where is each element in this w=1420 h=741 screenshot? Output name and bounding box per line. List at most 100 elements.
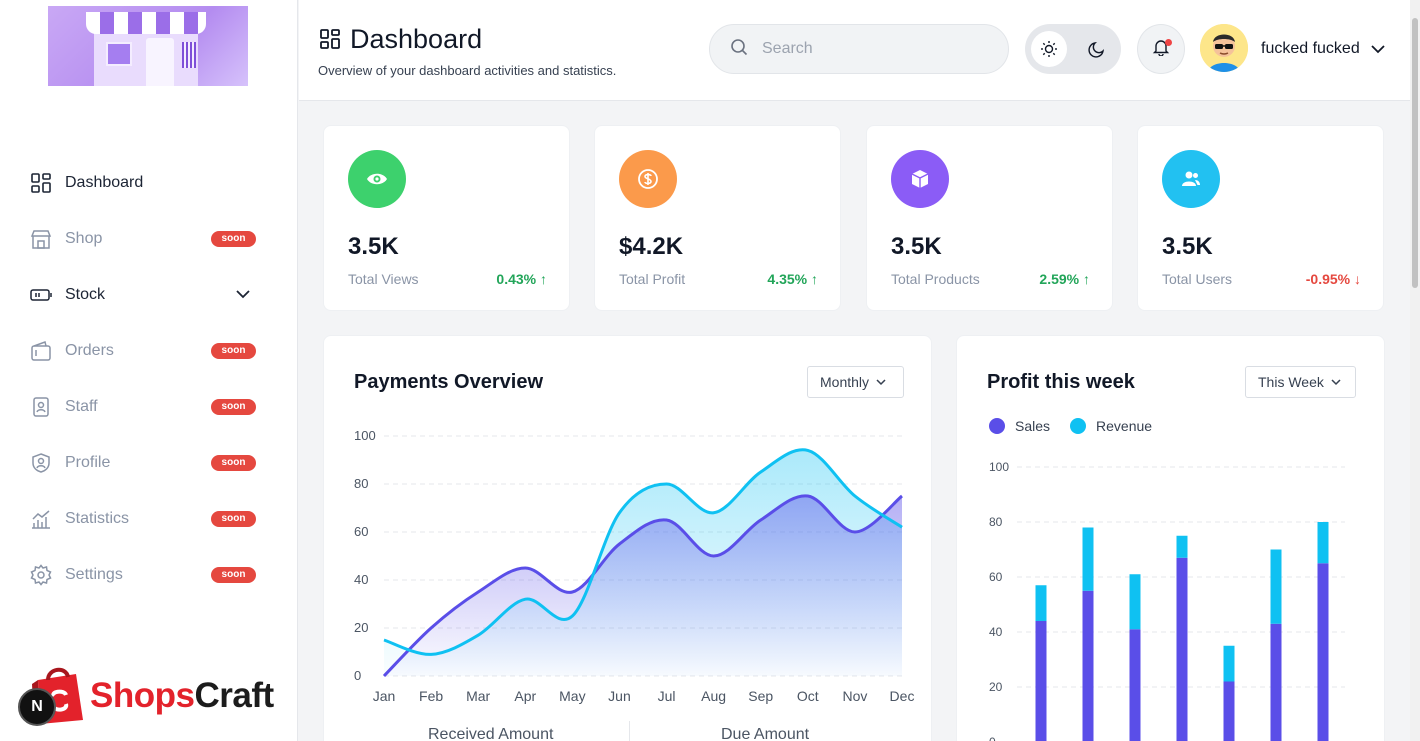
- x-tick-label: Feb: [419, 688, 443, 704]
- grid-icon: [319, 28, 341, 55]
- search-box[interactable]: [709, 24, 1009, 74]
- avatar[interactable]: [1200, 24, 1248, 72]
- x-tick-label: Apr: [514, 688, 536, 704]
- y-tick-label: 60: [354, 524, 368, 539]
- legend-revenue[interactable]: Revenue: [1070, 418, 1152, 434]
- stat-card-users: 3.5K Total Users -0.95% ↓: [1137, 125, 1384, 311]
- stat-card-profit: $4.2K Total Profit 4.35% ↑: [594, 125, 841, 311]
- brand-logo[interactable]: ShopsCraft: [28, 664, 278, 724]
- eye-icon: [348, 150, 406, 208]
- payments-area-chart: 0 20 40 60 80 100 Jan Feb Mar Apr May Jun Jul Aug Sep O…: [354, 428, 915, 704]
- y-tick-label: 80: [989, 515, 1003, 529]
- header: Dashboard Overview of your dashboard act…: [299, 0, 1410, 101]
- sidebar-item-label: Settings: [65, 566, 123, 583]
- x-tick-label: Sep: [748, 688, 773, 704]
- legend-sales[interactable]: Sales: [989, 418, 1050, 434]
- chevron-down-icon[interactable]: [1369, 40, 1387, 63]
- bar-segment: [1270, 549, 1282, 624]
- stat-value: 3.5K: [348, 233, 399, 260]
- sidebar-item-settings[interactable]: Settings soon: [0, 547, 298, 603]
- sidebar-item-dashboard[interactable]: Dashboard: [0, 155, 298, 211]
- bar-segment: [1129, 629, 1141, 741]
- scrollbar-thumb[interactable]: [1412, 18, 1418, 288]
- chevron-down-icon: [876, 379, 886, 386]
- arrow-down-icon: ↓: [1354, 271, 1361, 287]
- x-tick-label: Oct: [797, 688, 819, 704]
- bell-icon: [1152, 38, 1170, 61]
- bar-segment: [1129, 574, 1141, 630]
- theme-toggle[interactable]: [1025, 24, 1121, 74]
- stat-label: Total Profit: [619, 271, 686, 287]
- series-line: [382, 494, 903, 678]
- notification-dot: [1165, 39, 1172, 46]
- y-tick-label: 40: [989, 625, 1003, 639]
- moon-icon[interactable]: [1079, 31, 1115, 67]
- sidebar-item-shop[interactable]: Shop soon: [0, 211, 298, 267]
- dollar-icon: [619, 150, 677, 208]
- y-tick-label: 0: [989, 735, 996, 741]
- bar-segment: [1082, 590, 1094, 741]
- x-tick-label: Dec: [890, 688, 915, 704]
- page-subtitle: Overview of your dashboard activities an…: [318, 63, 617, 78]
- period-dropdown[interactable]: Monthly: [807, 366, 904, 398]
- stat-change: 4.35% ↑: [767, 271, 818, 287]
- period-dropdown[interactable]: This Week: [1245, 366, 1356, 398]
- x-tick-label: Nov: [842, 688, 867, 704]
- search-icon: [730, 38, 748, 61]
- soon-badge: soon: [211, 399, 256, 415]
- bar-segment: [1317, 522, 1329, 564]
- stat-value: 3.5K: [891, 233, 942, 260]
- wallet-icon: [30, 340, 52, 362]
- sidebar: Dashboard Shop soon Stock Orders: [0, 0, 298, 741]
- sun-icon[interactable]: [1031, 31, 1067, 67]
- stat-card-views: 3.5K Total Views 0.43% ↑: [323, 125, 570, 311]
- user-shield-icon: [30, 452, 52, 474]
- sidebar-item-label: Statistics: [65, 510, 130, 527]
- bar-segment: [1270, 623, 1282, 741]
- bar-segment: [1223, 645, 1235, 682]
- chevron-down-icon[interactable]: [234, 285, 252, 308]
- bar-segment: [1223, 681, 1235, 741]
- x-tick-label: Jun: [608, 688, 631, 704]
- notification-button[interactable]: [1137, 24, 1185, 74]
- series-line: [383, 448, 903, 656]
- sidebar-item-statistics[interactable]: Statistics soon: [0, 491, 298, 547]
- stat-change: -0.95% ↓: [1305, 271, 1361, 287]
- next-dev-indicator[interactable]: N: [18, 688, 56, 726]
- sidebar-item-profile[interactable]: Profile soon: [0, 435, 298, 491]
- search-input[interactable]: [762, 40, 982, 58]
- x-tick-label: Jan: [373, 688, 396, 704]
- store-icon: [30, 228, 52, 250]
- y-tick-label: 60: [989, 570, 1003, 584]
- sidebar-item-label: Staff: [65, 398, 98, 415]
- x-tick-label: Aug: [701, 688, 726, 704]
- box-icon: [891, 150, 949, 208]
- bar-segment: [1035, 621, 1047, 741]
- arrow-up-icon: ↑: [811, 271, 818, 287]
- sidebar-item-label: Shop: [65, 230, 103, 247]
- user-name[interactable]: fucked fucked: [1261, 40, 1360, 57]
- series-area: [384, 495, 902, 676]
- x-tick-label: Jul: [658, 688, 676, 704]
- bar-segment: [1176, 557, 1188, 741]
- stat-change: 2.59% ↑: [1039, 271, 1090, 287]
- battery-icon: [30, 284, 52, 306]
- gear-icon: [30, 564, 52, 586]
- users-icon: [1162, 150, 1220, 208]
- sidebar-item-label: Dashboard: [65, 174, 144, 191]
- sidebar-nav: Dashboard Shop soon Stock Orders: [0, 155, 298, 603]
- x-tick-label: May: [559, 688, 585, 704]
- sidebar-item-staff[interactable]: Staff soon: [0, 379, 298, 435]
- panel-title: Payments Overview: [354, 371, 543, 393]
- y-tick-label: 100: [989, 460, 1009, 474]
- y-tick-label: 20: [989, 680, 1003, 694]
- stat-change: 0.43% ↑: [496, 271, 547, 287]
- scrollbar-track[interactable]: [1410, 0, 1420, 741]
- stat-label: Total Users: [1162, 271, 1233, 287]
- grid-icon: [30, 172, 52, 194]
- soon-badge: soon: [211, 231, 256, 247]
- profit-week-panel: Profit this week This Week Sales Revenue…: [956, 335, 1385, 741]
- sidebar-item-stock[interactable]: Stock: [0, 267, 298, 323]
- sidebar-item-orders[interactable]: Orders soon: [0, 323, 298, 379]
- sidebar-item-label: Orders: [65, 342, 114, 359]
